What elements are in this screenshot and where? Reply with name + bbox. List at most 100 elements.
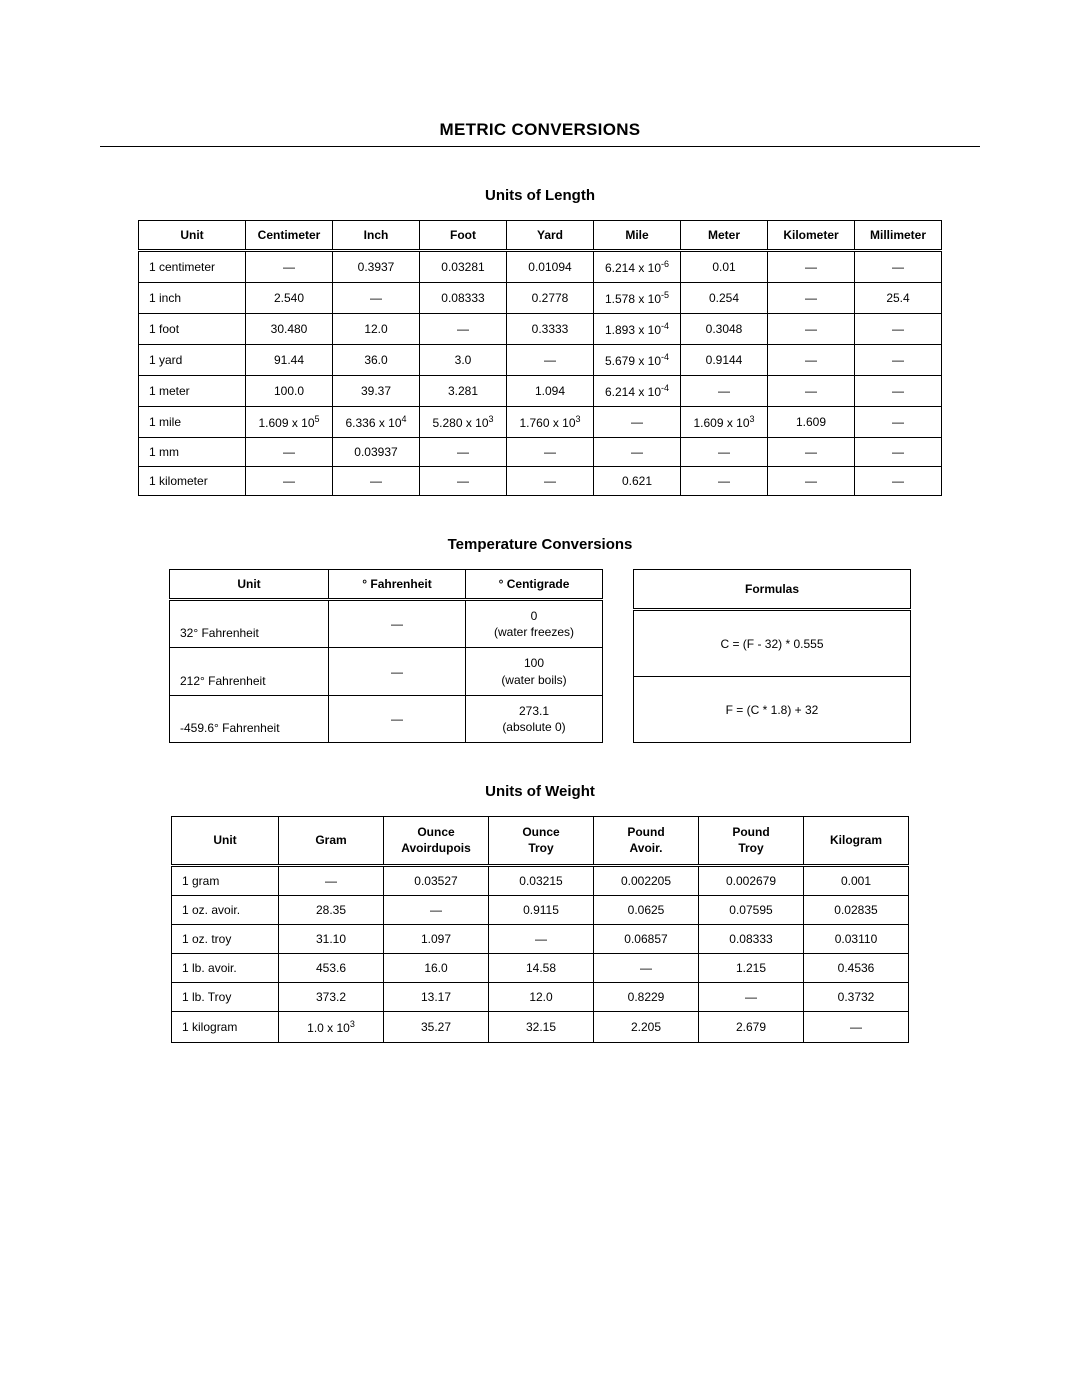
length-cell: 0.254 <box>681 283 768 314</box>
temperature-heading: Temperature Conversions <box>100 536 980 553</box>
length-cell: — <box>768 314 855 345</box>
weight-cell: — <box>489 924 594 953</box>
table-row: 1 kilometer————0.621——— <box>139 467 942 496</box>
length-cell: — <box>855 467 942 496</box>
length-col-8: Millimeter <box>855 221 942 251</box>
length-cell: 0.3333 <box>507 314 594 345</box>
length-table: UnitCentimeterInchFootYardMileMeterKilom… <box>138 220 942 496</box>
length-row-label: 1 foot <box>139 314 246 345</box>
weight-cell: — <box>279 865 384 895</box>
weight-row-label: 1 oz. avoir. <box>172 895 279 924</box>
length-cell: 25.4 <box>855 283 942 314</box>
weight-heading: Units of Weight <box>100 783 980 800</box>
length-col-6: Meter <box>681 221 768 251</box>
weight-cell: — <box>699 982 804 1011</box>
length-cell: 0.01094 <box>507 251 594 283</box>
length-cell: — <box>333 467 420 496</box>
length-cell: — <box>768 438 855 467</box>
weight-cell: 28.35 <box>279 895 384 924</box>
length-cell: — <box>855 314 942 345</box>
weight-row-label: 1 lb. avoir. <box>172 953 279 982</box>
weight-cell: 13.17 <box>384 982 489 1011</box>
formulas-table: Formulas C = (F - 32) * 0.555F = (C * 1.… <box>633 569 911 743</box>
temp-fahrenheit-cell: — <box>329 648 466 695</box>
length-col-1: Centimeter <box>246 221 333 251</box>
weight-cell: 2.679 <box>699 1011 804 1042</box>
length-cell: — <box>768 345 855 376</box>
weight-col-4: PoundAvoir. <box>594 817 699 865</box>
page-title: METRIC CONVERSIONS <box>100 120 980 147</box>
length-col-4: Yard <box>507 221 594 251</box>
length-row-label: 1 mile <box>139 407 246 438</box>
length-cell: 3.0 <box>420 345 507 376</box>
length-cell: — <box>333 283 420 314</box>
length-cell: — <box>768 376 855 407</box>
weight-cell: 0.08333 <box>699 924 804 953</box>
weight-col-2: OunceAvoirdupois <box>384 817 489 865</box>
length-cell: 5.679 x 10-4 <box>594 345 681 376</box>
weight-cell: 453.6 <box>279 953 384 982</box>
length-cell: 36.0 <box>333 345 420 376</box>
table-row: F = (C * 1.8) + 32 <box>634 677 911 743</box>
length-cell: 6.336 x 104 <box>333 407 420 438</box>
length-heading: Units of Length <box>100 187 980 204</box>
length-cell: 5.280 x 103 <box>420 407 507 438</box>
table-row: 1 meter100.039.373.2811.0946.214 x 10-4—… <box>139 376 942 407</box>
weight-col-1: Gram <box>279 817 384 865</box>
length-cell: — <box>681 467 768 496</box>
length-cell: — <box>246 467 333 496</box>
weight-cell: 12.0 <box>489 982 594 1011</box>
length-cell: — <box>855 376 942 407</box>
length-col-5: Mile <box>594 221 681 251</box>
temp-centigrade-cell: 0(water freezes) <box>466 600 603 648</box>
length-cell: 0.03281 <box>420 251 507 283</box>
length-cell: — <box>855 345 942 376</box>
table-row: C = (F - 32) * 0.555 <box>634 610 911 677</box>
length-cell: 1.609 <box>768 407 855 438</box>
weight-cell: 0.002205 <box>594 865 699 895</box>
length-cell: 39.37 <box>333 376 420 407</box>
table-row: 1 kilogram1.0 x 10335.2732.152.2052.679— <box>172 1011 909 1042</box>
table-row: 1 gram—0.035270.032150.0022050.0026790.0… <box>172 865 909 895</box>
length-cell: 0.9144 <box>681 345 768 376</box>
temp-col-1: ° Fahrenheit <box>329 570 466 600</box>
table-row: 1 centimeter—0.39370.032810.010946.214 x… <box>139 251 942 283</box>
length-col-7: Kilometer <box>768 221 855 251</box>
table-row: 1 mm—0.03937—————— <box>139 438 942 467</box>
weight-cell: — <box>594 953 699 982</box>
weight-col-3: OunceTroy <box>489 817 594 865</box>
length-row-label: 1 kilometer <box>139 467 246 496</box>
table-row: 32° Fahrenheit—0(water freezes) <box>170 600 603 648</box>
length-cell: — <box>855 407 942 438</box>
formula-cell: F = (C * 1.8) + 32 <box>634 677 911 743</box>
weight-cell: 1.215 <box>699 953 804 982</box>
length-cell: — <box>246 251 333 283</box>
weight-cell: 31.10 <box>279 924 384 953</box>
weight-cell: 0.002679 <box>699 865 804 895</box>
weight-cell: 0.4536 <box>804 953 909 982</box>
length-cell: 1.609 x 105 <box>246 407 333 438</box>
table-row: 1 oz. troy31.101.097—0.068570.083330.031… <box>172 924 909 953</box>
table-row: 212° Fahrenheit—100(water boils) <box>170 648 603 695</box>
formulas-header: Formulas <box>634 570 911 610</box>
length-cell: 0.08333 <box>420 283 507 314</box>
length-cell: — <box>420 467 507 496</box>
length-cell: 91.44 <box>246 345 333 376</box>
temp-fahrenheit-cell: — <box>329 600 466 648</box>
table-row: -459.6° Fahrenheit—273.1(absolute 0) <box>170 695 603 742</box>
weight-cell: 0.03527 <box>384 865 489 895</box>
table-row: 1 yard91.4436.03.0—5.679 x 10-40.9144—— <box>139 345 942 376</box>
length-cell: 2.540 <box>246 283 333 314</box>
length-cell: — <box>768 283 855 314</box>
weight-cell: 0.06857 <box>594 924 699 953</box>
length-cell: — <box>594 438 681 467</box>
formula-cell: C = (F - 32) * 0.555 <box>634 610 911 677</box>
weight-cell: 0.03110 <box>804 924 909 953</box>
table-row: 1 foot30.48012.0—0.33331.893 x 10-40.304… <box>139 314 942 345</box>
weight-cell: 1.097 <box>384 924 489 953</box>
weight-row-label: 1 oz. troy <box>172 924 279 953</box>
table-row: 1 mile1.609 x 1056.336 x 1045.280 x 103 1… <box>139 407 942 438</box>
temp-row-label: -459.6° Fahrenheit <box>170 695 329 742</box>
length-cell: 0.03937 <box>333 438 420 467</box>
length-cell: 1.893 x 10-4 <box>594 314 681 345</box>
